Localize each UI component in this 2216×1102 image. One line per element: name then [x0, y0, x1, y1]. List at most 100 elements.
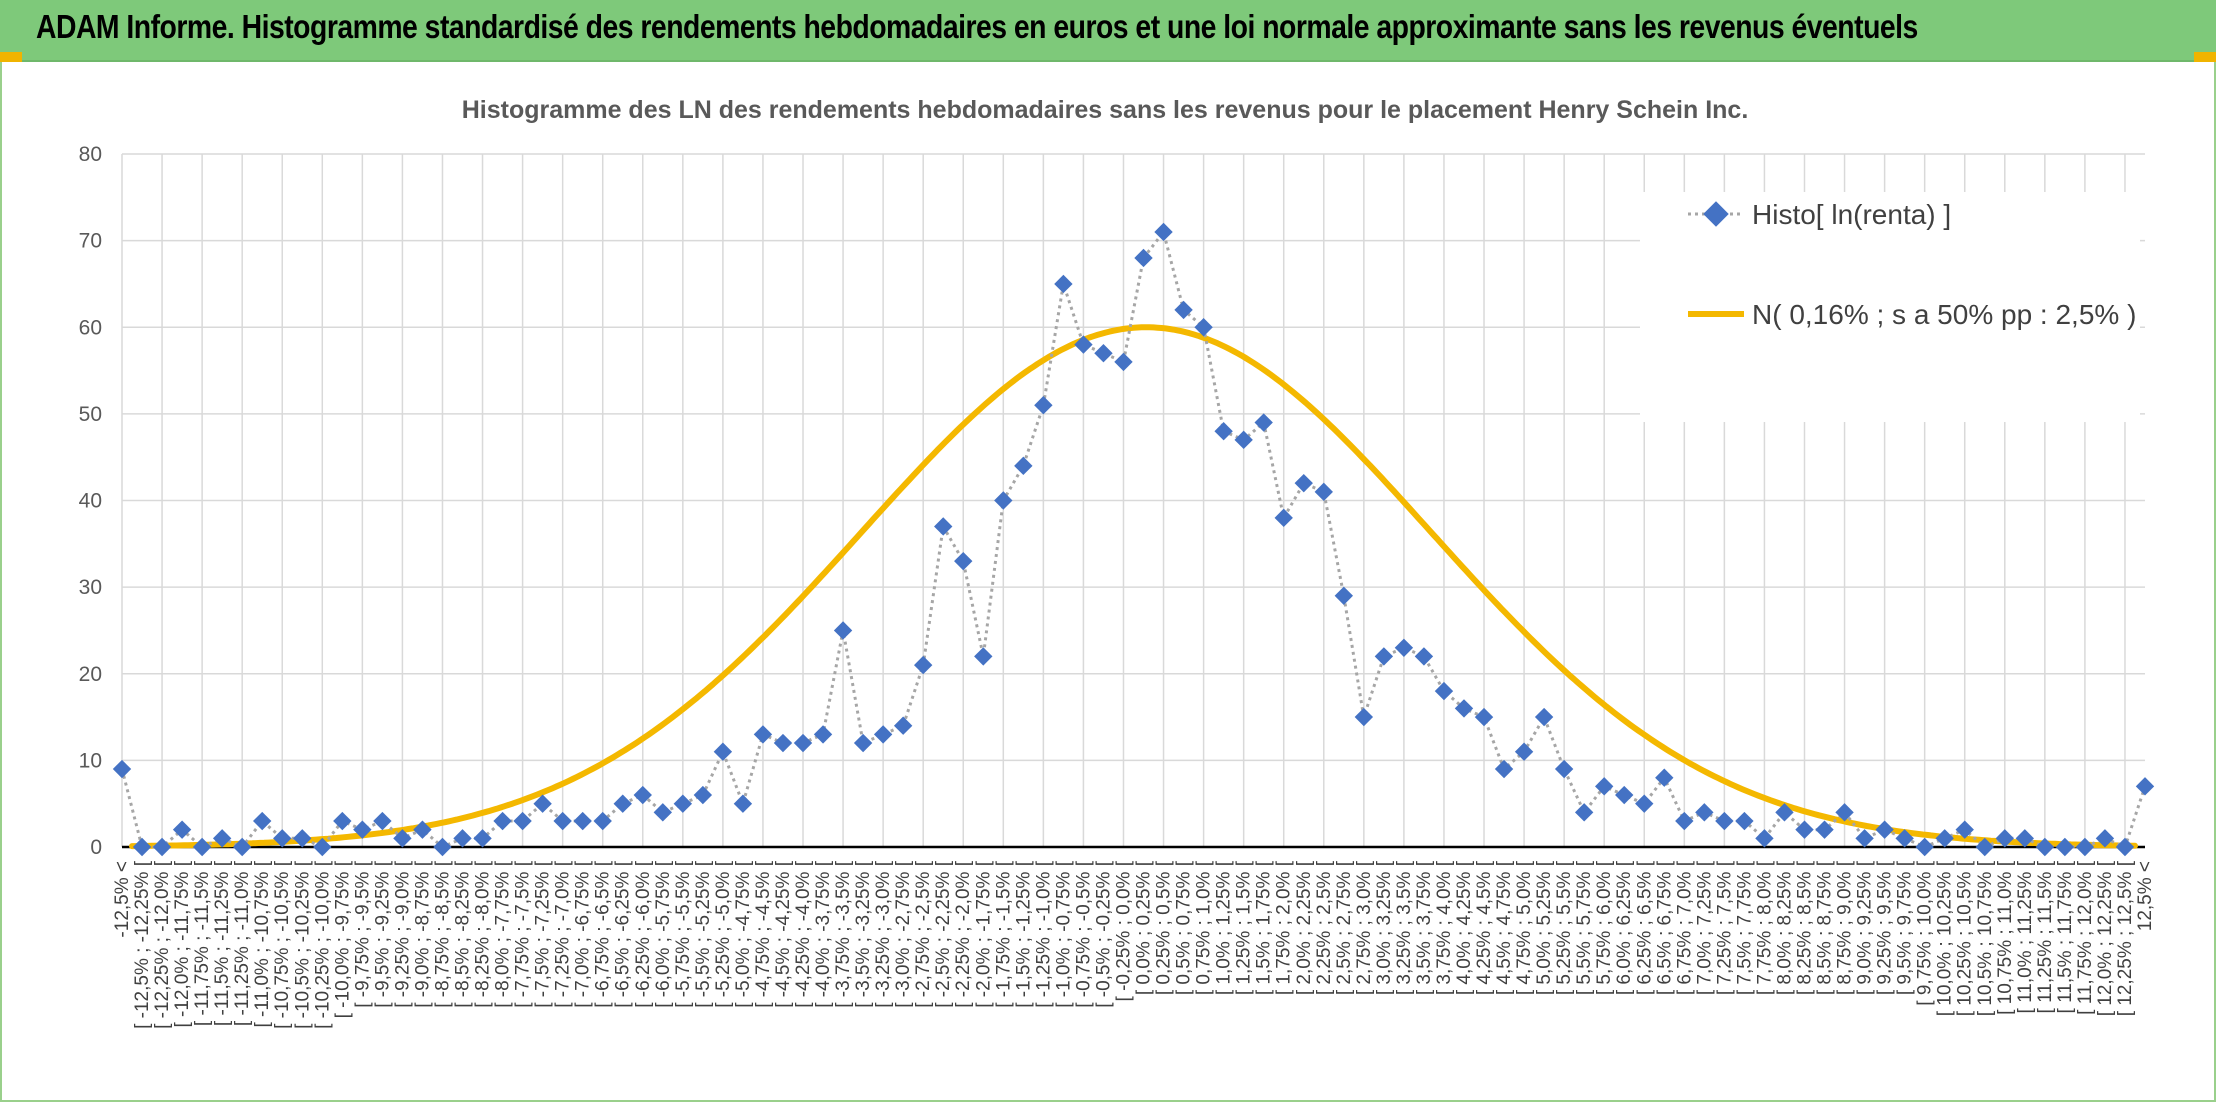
histogram-point — [1294, 473, 1313, 493]
x-tick-label: [ 2,5% ; 2,75% [ — [1334, 860, 1355, 995]
histogram-point — [1374, 647, 1394, 666]
histogram-point — [1034, 396, 1053, 415]
x-tick-label: [ -1,5% ; -1,25% [ — [1013, 860, 1034, 1008]
x-tick-label: [ 8,0% ; 8,25% [ — [1774, 860, 1795, 995]
x-tick-label: [ 3,25% ; 3,5% [ — [1394, 860, 1415, 995]
x-tick-label: [ 5,75% ; 6,0% [ — [1594, 860, 1615, 995]
x-tick-label: [ 1,5% ; 1,75% [ — [1254, 860, 1275, 995]
x-tick-label: [ -2,0% ; -1,75% [ — [973, 860, 994, 1008]
histogram-point — [1194, 318, 1213, 337]
x-tick-label: [ -5,5% ; -5,25% [ — [693, 860, 714, 1008]
histogram-point — [132, 837, 152, 857]
x-tick-label: [ 0,25% ; 0,5% [ — [1154, 860, 1175, 995]
x-tick-label: [ -11,25% ; -11,0% [ — [232, 860, 253, 1026]
x-tick-label: [ -4,5% ; -4,25% [ — [773, 860, 794, 1008]
x-tick-label: [ -2,75% ; -2,5% [ — [913, 860, 934, 1008]
histogram-point — [1474, 707, 1494, 727]
x-tick-label: [ 11,5% ; 11,75% [ — [2055, 860, 2076, 1013]
histogram-point — [1494, 759, 1514, 779]
x-tick-label: [ 11,0% ; 11,25% [ — [2015, 860, 2036, 1013]
histogram-point — [733, 794, 753, 813]
histogram-point — [1995, 829, 2014, 848]
x-tick-label: [ -6,0% ; -5,75% [ — [653, 860, 674, 1008]
x-tick-label: [ -12,0% ; -11,75% [ — [172, 860, 193, 1027]
x-tick-label: [ -10,0% ; -9,75% [ — [332, 860, 353, 1018]
histogram-point — [192, 837, 212, 857]
x-tick-label: [ -5,25% ; -5,0% [ — [713, 860, 734, 1008]
x-tick-label: [ -12,25% ; -12,0% [ — [152, 860, 173, 1029]
histogram-point — [1795, 820, 1814, 839]
x-tick-label: [ 5,0% ; 5,25% [ — [1534, 860, 1555, 995]
x-tick-label: [ 6,5% ; 6,75% [ — [1654, 860, 1675, 995]
x-tick-label: [ -9,25% ; -9,0% [ — [392, 860, 413, 1008]
x-tick-label: [ 2,0% ; 2,25% [ — [1294, 860, 1315, 995]
x-tick-label: [ -7,25% ; -7,0% [ — [553, 860, 574, 1008]
y-tick-label: 30 — [79, 576, 102, 599]
histogram-series — [112, 222, 2155, 857]
histogram-point — [873, 725, 893, 744]
x-tick-label: [ -6,25% ; -6,0% [ — [633, 860, 654, 1008]
x-tick-label: [ -11,0% ; -10,75% [ — [252, 860, 273, 1027]
histogram-point — [333, 811, 352, 831]
y-tick-label: 40 — [79, 490, 102, 513]
x-tick-label: [ -8,0% ; -7,75% [ — [493, 860, 514, 1008]
histogram-point — [232, 837, 252, 857]
histogram-point — [493, 811, 512, 831]
histogram-point — [393, 829, 412, 848]
x-tick-label: [ 7,5% ; 7,75% [ — [1734, 860, 1755, 995]
histogram-point — [593, 811, 612, 831]
histogram-point — [813, 725, 833, 744]
y-tick-label: 70 — [79, 230, 102, 253]
histogram-point — [1134, 248, 1153, 268]
histogram-point — [1675, 811, 1694, 831]
histogram-point — [673, 794, 693, 813]
x-tick-label: [ -8,5% ; -8,25% [ — [453, 860, 474, 1008]
x-tick-label: [ 9,0% ; 9,25% [ — [1855, 860, 1876, 995]
x-tick-label: [ 1,25% ; 1,5% [ — [1234, 860, 1255, 995]
histogram-point — [1094, 344, 1113, 363]
histogram-point — [1234, 430, 1253, 450]
y-tick-label: 60 — [79, 316, 102, 339]
histogram-point — [573, 811, 592, 831]
x-tick-label: [ 11,75% ; 12,0% [ — [2075, 860, 2096, 1015]
histogram-point — [633, 785, 652, 805]
histogram-point — [974, 647, 993, 666]
histogram-point — [954, 551, 973, 571]
x-tick-label: [ -2,25% ; -2,0% [ — [953, 860, 974, 1008]
x-tick-label: [ 1,0% ; 1,25% [ — [1214, 860, 1235, 995]
x-tick-label: [ -10,75% ; -10,5% [ — [272, 860, 293, 1029]
histogram-point — [1554, 759, 1574, 779]
histogram-point — [1054, 274, 1073, 294]
histogram-point — [2135, 777, 2155, 796]
x-tick-label: [ -7,75% ; -7,5% [ — [513, 860, 534, 1008]
x-tick-label: [ 10,25% ; 10,5% [ — [1955, 860, 1976, 1016]
x-tick-label: [ -8,75% ; -8,5% [ — [432, 860, 453, 1008]
histogram-point — [2075, 837, 2095, 857]
histogram-point — [1715, 811, 1734, 831]
banner-accent-left — [0, 52, 22, 62]
histogram-point — [833, 621, 853, 640]
histogram-point — [1635, 794, 1654, 813]
histogram-point — [513, 811, 532, 831]
histogram-point — [112, 759, 132, 779]
x-tick-label: [ -9,75% ; -9,5% [ — [352, 860, 373, 1008]
x-tick-label: [ 9,25% ; 9,5% [ — [1875, 860, 1896, 995]
x-tick-label: [ -6,5% ; -6,25% [ — [613, 860, 634, 1008]
histogram-point — [773, 733, 793, 753]
histogram-point — [533, 794, 552, 813]
histogram-point — [1274, 508, 1293, 528]
x-tick-label: [ -11,5% ; -11,25% [ — [212, 860, 233, 1026]
legend-normal-label: N( 0,16% ; s a 50% pp : 2,5% ) — [1752, 299, 2136, 330]
histogram-point — [1394, 638, 1414, 657]
normal-curve-line — [129, 324, 2138, 850]
histogram-point — [1254, 413, 1273, 432]
histogram-point — [1835, 803, 1854, 822]
histogram-point — [313, 837, 332, 857]
legend: Histo[ ln(renta) ] N( 0,16% ; s a 50% pp… — [1640, 192, 2140, 422]
banner-accent-right — [2194, 52, 2216, 62]
histogram-point — [413, 820, 432, 839]
x-tick-label: [ -5,0% ; -4,75% [ — [733, 860, 754, 1008]
histogram-point — [1414, 647, 1434, 666]
x-tick-label: [ 7,25% ; 7,5% [ — [1714, 860, 1735, 995]
histogram-point — [753, 725, 773, 744]
